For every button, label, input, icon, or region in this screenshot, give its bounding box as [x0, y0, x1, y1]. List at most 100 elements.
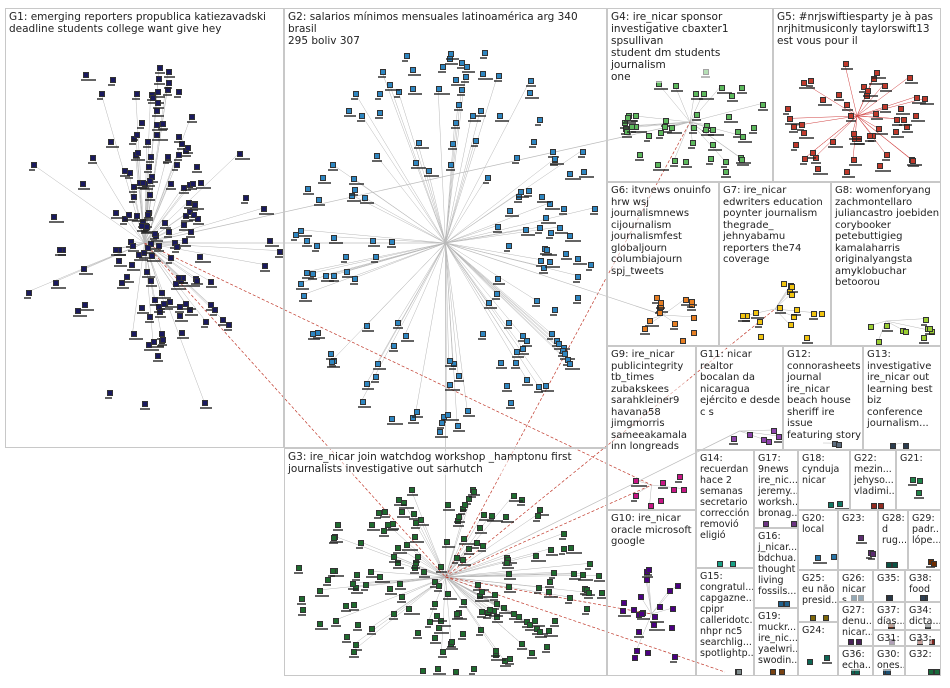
node[interactable]: [518, 641, 525, 648]
node[interactable]: [681, 486, 688, 493]
node[interactable]: [390, 611, 397, 618]
node[interactable]: [784, 105, 791, 112]
node[interactable]: [437, 563, 444, 570]
node[interactable]: [474, 540, 481, 547]
node[interactable]: [844, 102, 851, 109]
node[interactable]: [549, 148, 556, 155]
node[interactable]: [425, 168, 432, 175]
node[interactable]: [497, 359, 504, 366]
node[interactable]: [478, 608, 485, 615]
node[interactable]: [585, 590, 592, 597]
node[interactable]: [342, 602, 349, 609]
node[interactable]: [185, 145, 192, 152]
node[interactable]: [907, 74, 914, 81]
node[interactable]: [432, 635, 439, 642]
node[interactable]: [786, 116, 793, 123]
node[interactable]: [418, 517, 425, 524]
node[interactable]: [740, 133, 747, 140]
node[interactable]: [915, 489, 922, 496]
node[interactable]: [465, 407, 472, 414]
node[interactable]: [579, 148, 586, 155]
node[interactable]: [212, 307, 219, 314]
node[interactable]: [157, 64, 164, 71]
node[interactable]: [107, 389, 114, 396]
node[interactable]: [651, 613, 658, 620]
node[interactable]: [688, 298, 695, 305]
node[interactable]: [901, 117, 908, 124]
node[interactable]: [90, 154, 97, 161]
node[interactable]: [894, 116, 901, 123]
node[interactable]: [165, 153, 172, 160]
node[interactable]: [193, 278, 200, 285]
node[interactable]: [458, 59, 465, 66]
node[interactable]: [116, 257, 123, 264]
node[interactable]: [478, 626, 485, 633]
node[interactable]: [415, 140, 422, 147]
node[interactable]: [875, 125, 882, 132]
node[interactable]: [575, 294, 582, 301]
node[interactable]: [410, 86, 417, 93]
node[interactable]: [113, 210, 120, 217]
node[interactable]: [778, 669, 785, 675]
node[interactable]: [395, 319, 402, 326]
node[interactable]: [567, 232, 574, 239]
node[interactable]: [546, 627, 553, 634]
node[interactable]: [325, 576, 332, 583]
node[interactable]: [886, 561, 893, 568]
node[interactable]: [379, 69, 386, 76]
node[interactable]: [641, 325, 648, 332]
node[interactable]: [382, 508, 389, 515]
node[interactable]: [669, 606, 676, 613]
node[interactable]: [632, 492, 639, 499]
node[interactable]: [488, 512, 495, 519]
node[interactable]: [444, 590, 451, 597]
node[interactable]: [547, 259, 554, 266]
node[interactable]: [453, 77, 460, 84]
node[interactable]: [535, 584, 542, 591]
node[interactable]: [810, 310, 817, 317]
node[interactable]: [570, 571, 577, 578]
node[interactable]: [856, 639, 863, 645]
node[interactable]: [892, 129, 899, 136]
node[interactable]: [380, 527, 387, 534]
node[interactable]: [154, 100, 161, 107]
node[interactable]: [434, 613, 441, 620]
node[interactable]: [837, 500, 844, 507]
node[interactable]: [79, 180, 86, 187]
node[interactable]: [139, 119, 146, 126]
node[interactable]: [800, 80, 807, 87]
node[interactable]: [368, 569, 375, 576]
node[interactable]: [131, 194, 138, 201]
node[interactable]: [542, 214, 549, 221]
node[interactable]: [350, 581, 357, 588]
node[interactable]: [436, 429, 443, 436]
node[interactable]: [176, 88, 183, 95]
node[interactable]: [655, 162, 662, 169]
node[interactable]: [474, 582, 481, 589]
node[interactable]: [873, 110, 880, 117]
node[interactable]: [656, 604, 663, 611]
node[interactable]: [823, 655, 830, 662]
node[interactable]: [494, 601, 501, 608]
node[interactable]: [708, 156, 715, 163]
node[interactable]: [368, 522, 375, 529]
node[interactable]: [887, 595, 894, 601]
node[interactable]: [662, 118, 669, 125]
node[interactable]: [463, 73, 470, 80]
node[interactable]: [455, 101, 462, 108]
node[interactable]: [877, 503, 884, 509]
node[interactable]: [725, 113, 732, 120]
node[interactable]: [651, 622, 658, 629]
node[interactable]: [376, 509, 383, 516]
node[interactable]: [799, 122, 806, 129]
node[interactable]: [182, 300, 189, 307]
node[interactable]: [537, 116, 544, 123]
node[interactable]: [527, 621, 534, 628]
node[interactable]: [776, 304, 783, 311]
node[interactable]: [177, 313, 184, 320]
node[interactable]: [771, 427, 778, 434]
node[interactable]: [452, 120, 459, 127]
node[interactable]: [647, 503, 654, 509]
node[interactable]: [317, 620, 324, 627]
node[interactable]: [387, 82, 394, 89]
